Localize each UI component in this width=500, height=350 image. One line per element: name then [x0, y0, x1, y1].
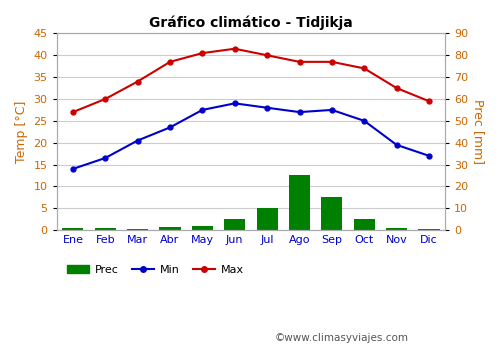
Bar: [94, 228, 116, 230]
Bar: [418, 229, 440, 230]
Y-axis label: Temp [°C]: Temp [°C]: [15, 100, 28, 163]
Bar: [127, 229, 148, 230]
Bar: [160, 227, 180, 230]
Bar: [289, 175, 310, 230]
Bar: [62, 228, 84, 230]
Bar: [322, 197, 342, 230]
Bar: [354, 219, 375, 230]
Text: ©www.climasyviajes.com: ©www.climasyviajes.com: [275, 333, 409, 343]
Bar: [256, 208, 278, 230]
Bar: [386, 228, 407, 230]
Bar: [224, 219, 246, 230]
Y-axis label: Prec [mm]: Prec [mm]: [472, 99, 485, 164]
Bar: [192, 226, 213, 230]
Title: Gráfico climático - Tidjikja: Gráfico climático - Tidjikja: [149, 15, 353, 29]
Legend: Prec, Min, Max: Prec, Min, Max: [62, 261, 248, 280]
